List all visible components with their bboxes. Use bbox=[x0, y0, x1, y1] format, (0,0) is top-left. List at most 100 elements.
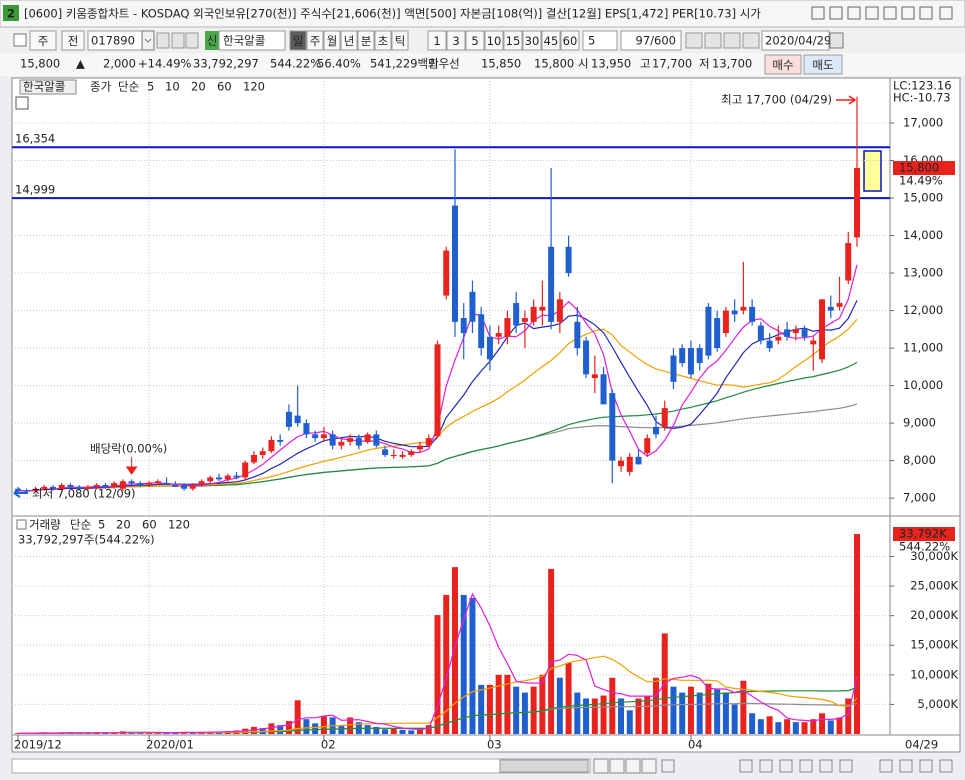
control-icon[interactable] bbox=[819, 759, 833, 773]
interval-button[interactable]: 60 bbox=[563, 34, 578, 48]
title-icon[interactable] bbox=[901, 6, 915, 20]
volume-bar bbox=[766, 716, 773, 734]
interval-button-box[interactable] bbox=[522, 30, 542, 51]
interval-button[interactable]: 45 bbox=[544, 34, 559, 48]
candle-body bbox=[513, 303, 520, 326]
quote-volume: 33,792,297 bbox=[193, 57, 259, 71]
interval-button-box[interactable] bbox=[541, 30, 561, 51]
volume-bar bbox=[626, 710, 633, 734]
date-text: 2020/04/29 bbox=[765, 34, 831, 48]
tool-icon[interactable] bbox=[185, 32, 199, 49]
sell-button[interactable]: 매도 bbox=[812, 58, 833, 72]
title-icon[interactable] bbox=[847, 6, 861, 20]
control-icon[interactable] bbox=[799, 759, 813, 773]
period-button-box[interactable] bbox=[391, 30, 409, 51]
scroll-button[interactable] bbox=[593, 758, 609, 774]
volume-bar bbox=[478, 684, 485, 734]
name-input[interactable] bbox=[218, 30, 286, 51]
tool-icon[interactable] bbox=[704, 32, 722, 49]
interval-button[interactable]: 1 bbox=[433, 34, 440, 48]
interval-button-box[interactable] bbox=[465, 30, 485, 51]
checkbox[interactable] bbox=[13, 33, 27, 47]
scrollbar-track[interactable] bbox=[11, 758, 591, 774]
control-icon[interactable] bbox=[879, 759, 893, 773]
interval-button[interactable]: 5 bbox=[471, 34, 478, 48]
interval-button-box[interactable] bbox=[446, 30, 466, 51]
title-icon[interactable] bbox=[883, 6, 897, 20]
tool-icon[interactable] bbox=[156, 32, 170, 49]
tool-icon[interactable] bbox=[742, 32, 760, 49]
control-icon[interactable] bbox=[661, 759, 675, 773]
interval-button-box[interactable] bbox=[427, 30, 447, 51]
control-icon[interactable] bbox=[739, 759, 753, 773]
scroll-button[interactable] bbox=[625, 758, 641, 774]
title-icon[interactable] bbox=[919, 6, 933, 20]
buy-button-box[interactable] bbox=[764, 54, 802, 75]
market-button-box[interactable] bbox=[29, 30, 57, 51]
count-input[interactable] bbox=[620, 30, 682, 51]
candle-body bbox=[679, 348, 686, 364]
date-input[interactable] bbox=[761, 30, 830, 51]
prev-button-box[interactable] bbox=[61, 30, 85, 51]
scrollbar-thumb[interactable] bbox=[499, 759, 589, 773]
interval-button[interactable]: 3 bbox=[452, 34, 459, 48]
period-button[interactable]: 주 bbox=[310, 34, 321, 48]
volume-bar bbox=[644, 695, 651, 734]
volume-bar bbox=[443, 594, 450, 734]
calendar-icon[interactable] bbox=[829, 32, 844, 49]
title-icon[interactable] bbox=[939, 6, 953, 20]
control-icon[interactable] bbox=[939, 759, 953, 773]
candle-body bbox=[609, 393, 616, 461]
candle-body bbox=[845, 243, 852, 281]
title-icon[interactable] bbox=[865, 6, 879, 20]
tool-icon[interactable] bbox=[171, 32, 185, 49]
sell-button-box[interactable] bbox=[803, 54, 843, 75]
period-button[interactable]: 분 bbox=[361, 34, 372, 48]
interval-button-box[interactable] bbox=[560, 30, 580, 51]
period-button[interactable]: 초 bbox=[378, 34, 389, 48]
period-button-box[interactable] bbox=[340, 30, 358, 51]
market-button[interactable]: 주 bbox=[38, 34, 49, 48]
period-button-box[interactable] bbox=[357, 30, 375, 51]
period-button-box[interactable] bbox=[374, 30, 392, 51]
control-icon[interactable] bbox=[899, 759, 913, 773]
tool-icon[interactable] bbox=[723, 32, 741, 49]
grid-icon[interactable] bbox=[15, 96, 29, 110]
buy-button[interactable]: 매수 bbox=[772, 58, 793, 72]
dropdown[interactable] bbox=[141, 30, 155, 51]
interval-input[interactable] bbox=[582, 30, 618, 51]
volume-bar bbox=[364, 725, 371, 734]
control-icon[interactable] bbox=[839, 759, 853, 773]
volume-bar bbox=[521, 692, 528, 734]
interval-button[interactable]: 15 bbox=[506, 34, 521, 48]
control-icon[interactable] bbox=[919, 759, 933, 773]
title-icon[interactable] bbox=[829, 6, 843, 20]
period-button-box[interactable] bbox=[289, 30, 307, 51]
scroll-button[interactable] bbox=[609, 758, 625, 774]
candle-body bbox=[819, 299, 826, 360]
period-button[interactable]: 틱 bbox=[395, 34, 406, 48]
candle-body bbox=[548, 246, 555, 322]
candle-body bbox=[618, 460, 625, 467]
interval-button[interactable]: 10 bbox=[487, 34, 502, 48]
period-button-box[interactable] bbox=[323, 30, 341, 51]
candle-body bbox=[687, 348, 694, 375]
scroll-button[interactable] bbox=[641, 758, 657, 774]
period-button[interactable]: 일 bbox=[293, 34, 304, 48]
interval-button[interactable]: 30 bbox=[525, 34, 540, 48]
period-button-box[interactable] bbox=[306, 30, 324, 51]
control-icon[interactable] bbox=[759, 759, 773, 773]
period-button[interactable]: 년 bbox=[344, 34, 355, 48]
volume-checkbox[interactable] bbox=[16, 519, 27, 530]
candle-body bbox=[303, 423, 310, 435]
interval-button-box[interactable] bbox=[484, 30, 504, 51]
control-icon[interactable] bbox=[779, 759, 793, 773]
quote-bar bbox=[0, 53, 965, 76]
prev-button[interactable]: 전 bbox=[68, 34, 79, 48]
interval-button-box[interactable] bbox=[503, 30, 523, 51]
tool-icon[interactable] bbox=[685, 32, 703, 49]
candle-body bbox=[102, 484, 109, 487]
title-icon[interactable] bbox=[811, 6, 825, 20]
candle-body bbox=[268, 439, 275, 452]
period-button[interactable]: 월 bbox=[327, 34, 338, 48]
